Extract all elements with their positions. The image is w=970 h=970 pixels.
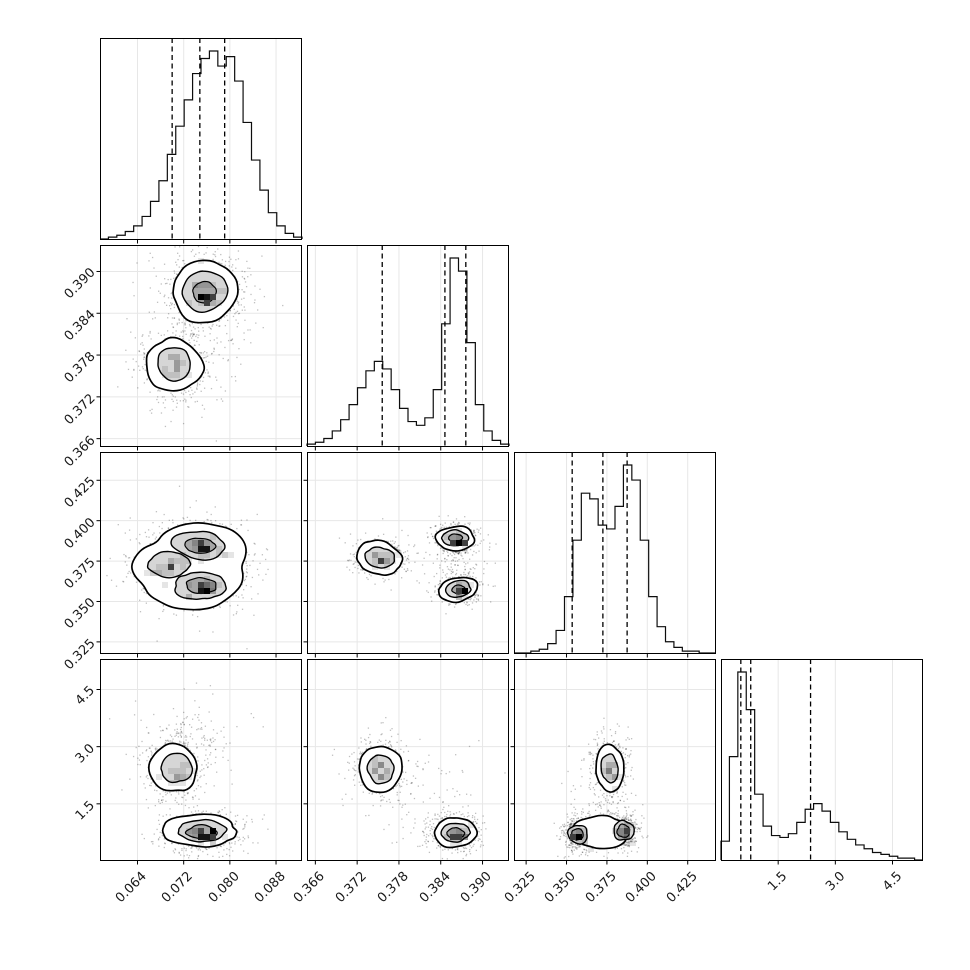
corner-plot-canvas [0, 0, 970, 970]
corner-plot-figure: 0.064 0.072 0.080 0.088 0.366 0.372 0.378 0.384… [0, 0, 970, 970]
